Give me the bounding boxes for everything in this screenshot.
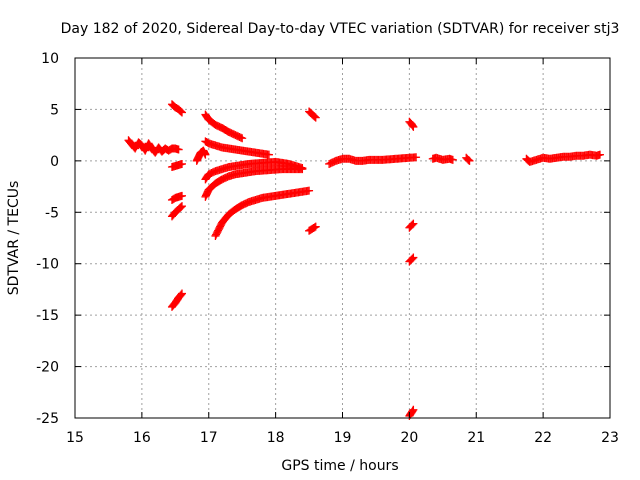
series-arc-09	[201, 137, 273, 159]
series-arc-05	[167, 202, 186, 221]
series-arc-07	[192, 146, 210, 165]
data-point	[310, 112, 319, 121]
series-arc-13	[305, 107, 320, 122]
grid-lines	[75, 58, 610, 418]
data-point	[595, 150, 604, 159]
data-point	[264, 150, 273, 159]
data-point	[178, 108, 186, 117]
data-point	[407, 255, 416, 264]
data-point	[408, 220, 417, 229]
data-point	[176, 106, 185, 115]
y-tick-label: -20	[36, 360, 59, 376]
x-tick-label: 21	[467, 430, 485, 446]
x-tick-label: 16	[133, 430, 151, 446]
series-arc-18	[405, 253, 418, 266]
data-point	[412, 153, 421, 162]
data-point	[408, 254, 417, 263]
x-tick-label: 23	[601, 430, 619, 446]
axis-ticks: 15 16 17 18 19 20 21 22 23 10 5 0 -5 -10 -15 -20 -25	[36, 51, 619, 446]
series-arc-04	[167, 191, 186, 204]
series-arc-22	[522, 150, 604, 166]
series-arc-11	[201, 165, 307, 201]
series-arc-12	[211, 186, 314, 240]
y-axis-label: SDTVAR / TECUs	[6, 181, 22, 296]
data-point	[311, 113, 320, 122]
data-point	[305, 186, 314, 195]
data-point	[310, 112, 319, 121]
data-point	[178, 202, 186, 211]
y-tick-label: 0	[50, 154, 59, 170]
data-point	[178, 159, 186, 168]
data-point	[310, 223, 319, 232]
data-point	[178, 289, 186, 298]
data-point	[448, 155, 457, 164]
series-arc-06	[167, 289, 186, 311]
data-point	[409, 405, 418, 414]
y-tick-label: -25	[36, 411, 59, 427]
series-arc-01	[124, 136, 183, 157]
data-point	[408, 406, 417, 415]
data-point	[178, 191, 186, 200]
data-point	[311, 222, 320, 231]
data-point	[408, 121, 417, 130]
y-tick-label: -10	[36, 257, 59, 273]
y-tick-label: -15	[36, 308, 59, 324]
series-arc-20	[428, 153, 457, 164]
x-tick-label: 20	[400, 430, 418, 446]
series-arc-02	[167, 100, 186, 117]
data-point	[177, 290, 186, 299]
series-arc-08	[201, 110, 247, 143]
x-tick-label: 15	[66, 430, 84, 446]
data-point	[298, 165, 307, 174]
series-arc-17	[405, 219, 418, 232]
data-points	[124, 100, 604, 420]
data-point	[177, 202, 186, 211]
data-point	[174, 145, 183, 154]
series-arc-21	[462, 153, 474, 165]
data-point	[409, 122, 418, 131]
y-tick-label: 5	[50, 102, 59, 118]
y-tick-label: -5	[45, 205, 59, 221]
data-point	[177, 107, 186, 116]
data-point	[407, 221, 416, 230]
data-point	[201, 150, 210, 159]
x-axis-label: GPS time / hours	[281, 458, 398, 474]
series-arc-15	[325, 153, 421, 168]
series-arc-14	[305, 222, 320, 235]
x-tick-label: 17	[200, 430, 218, 446]
data-point	[238, 134, 247, 143]
x-tick-label: 18	[267, 430, 285, 446]
series-arc-03	[167, 159, 186, 172]
data-point	[465, 156, 474, 165]
y-tick-label: 10	[41, 51, 59, 67]
series-arc-16	[405, 117, 418, 131]
data-point	[409, 253, 418, 262]
x-tick-label: 22	[534, 430, 552, 446]
data-point	[176, 203, 185, 212]
data-point	[409, 219, 418, 228]
chart-title: Day 182 of 2020, Sidereal Day-to-day VTE…	[61, 21, 620, 37]
x-tick-label: 19	[334, 430, 352, 446]
